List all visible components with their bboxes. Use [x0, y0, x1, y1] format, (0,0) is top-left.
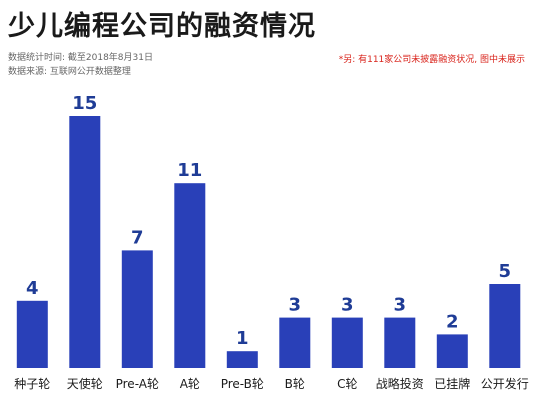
- bar-5: [279, 317, 311, 368]
- bar-3: [174, 183, 206, 368]
- category-label-4: Pre-B轮: [221, 377, 264, 391]
- category-label-1: 天使轮: [67, 376, 103, 391]
- category-label-5: B轮: [285, 377, 305, 391]
- category-label-9: 公开发行: [481, 376, 529, 391]
- data-label-0: 4: [26, 278, 39, 299]
- bar-9: [489, 284, 521, 368]
- category-label-6: C轮: [337, 377, 357, 391]
- data-label-3: 11: [177, 160, 202, 181]
- bar-1: [69, 116, 101, 368]
- data-label-4: 1: [236, 328, 249, 349]
- bar-8: [436, 334, 468, 368]
- data-label-1: 15: [72, 93, 97, 114]
- category-label-3: A轮: [180, 377, 200, 391]
- footnote-text: *另: 有111家公司未披露融资状况, 图中未展示: [338, 55, 525, 65]
- data-label-2: 7: [131, 227, 144, 248]
- stat-time-text: 数据统计时间: 截至2018年8月31日: [8, 53, 153, 63]
- chart-meta: 数据统计时间: 截至2018年8月31日 数据来源: 互联网公开数据整理: [8, 51, 153, 79]
- data-label-6: 3: [341, 295, 354, 316]
- category-label-8: 已挂牌: [434, 377, 470, 391]
- category-label-2: Pre-A轮: [116, 377, 159, 391]
- bar-4: [226, 351, 258, 368]
- data-label-9: 5: [499, 261, 512, 282]
- bar-2: [121, 250, 153, 368]
- category-label-7: 战略投资: [376, 376, 424, 391]
- data-label-5: 3: [289, 295, 302, 316]
- bar-0: [16, 300, 48, 368]
- data-label-7: 3: [394, 295, 407, 316]
- chart-title: 少儿编程公司的融资情况: [8, 11, 316, 42]
- bar-7: [384, 317, 416, 368]
- category-label-0: 种子轮: [14, 377, 50, 391]
- bar-6: [331, 317, 363, 368]
- data-label-8: 2: [446, 311, 459, 332]
- source-text: 数据来源: 互联网公开数据整理: [8, 67, 131, 77]
